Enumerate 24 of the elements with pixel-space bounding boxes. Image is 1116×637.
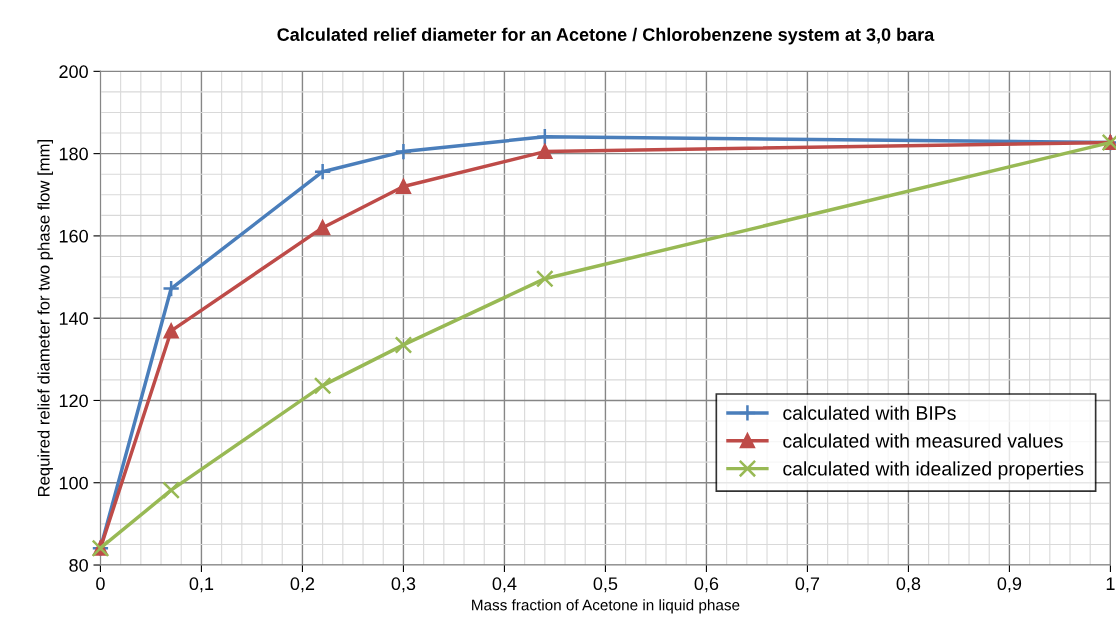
y-tick-label: 100 <box>59 476 88 490</box>
x-tick-label: 0,8 <box>896 577 921 593</box>
y-tick-label: 80 <box>69 558 88 572</box>
x-tick-label: 1 <box>1106 577 1115 590</box>
x-tick-label: 0,3 <box>391 577 416 593</box>
x-tick-label: 0,5 <box>593 577 618 593</box>
x-tick-label: 0,1 <box>189 577 214 593</box>
y-tick-label: 160 <box>59 229 88 243</box>
x-tick-label: 0,4 <box>492 577 517 593</box>
x-tick-label: 0,2 <box>290 577 315 593</box>
legend-label: calculated with BIPs <box>783 405 956 420</box>
y-tick-label: 140 <box>59 312 88 325</box>
y-tick-label: 200 <box>59 65 88 79</box>
x-tick-label: 0,7 <box>795 577 820 593</box>
x-tick-label: 0,6 <box>694 577 719 593</box>
y-tick-label: 120 <box>59 394 88 408</box>
legend-label: calculated with idealized properties <box>783 461 1084 480</box>
y-tick-label: 180 <box>59 147 88 161</box>
x-tick-label: 0,9 <box>997 577 1022 593</box>
x-tick-label: 0 <box>96 577 105 591</box>
y-axis-title: Required relief diameter for two phase flow [mm] <box>37 140 53 497</box>
legend-label: calculated with measured values <box>783 433 1063 448</box>
x-axis-title: Mass fraction of Acetone in liquid phase <box>472 599 740 614</box>
chart-title: Calculated relief diameter for an Acetone / Chlorobenzene system at 3,0 bara <box>277 27 935 45</box>
